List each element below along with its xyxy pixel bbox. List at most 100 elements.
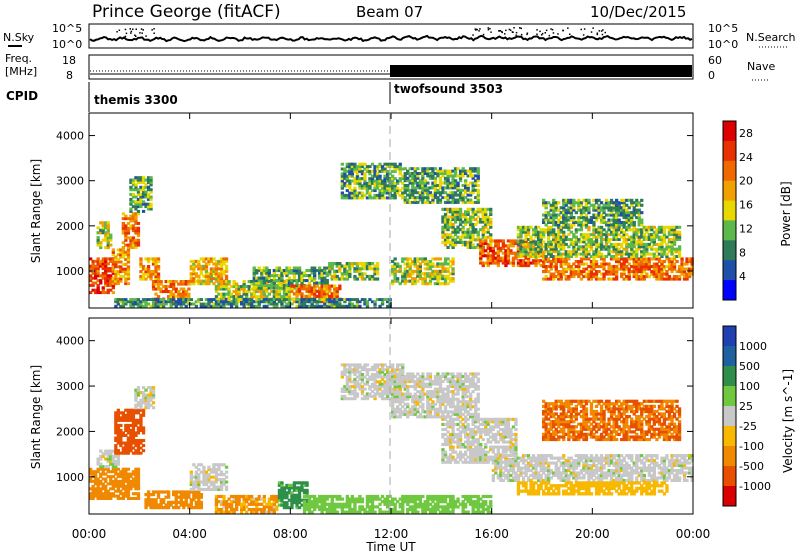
heatmap-cell [443,262,448,266]
heatmap-cell [318,298,322,301]
heatmap-cell [557,233,561,237]
heatmap-cell [197,503,201,507]
heatmap-cell [129,411,133,415]
heatmap-cell [446,274,450,278]
heatmap-cell [413,262,417,266]
heatmap-cell [436,279,440,283]
heatmap-cell [411,174,415,178]
heatmap-cell [116,416,120,420]
heatmap-cell [169,292,173,296]
heatmap-cell [272,290,276,294]
heatmap-cell [106,246,110,250]
heatmap-cell [471,181,475,185]
heatmap-cell [453,220,458,224]
heatmap-cell [373,186,377,190]
heatmap-cell [126,229,131,233]
heatmap-cell [431,184,435,187]
heatmap-cell [109,236,113,240]
heatmap-cell [375,298,380,301]
heatmap-cell [94,271,98,275]
heatmap-cell [229,510,234,514]
heatmap-cell [625,257,629,261]
heatmap-cell [114,272,118,276]
heatmap-cell [257,279,261,283]
search-noise-label: N.Search [746,31,796,44]
heatmap-cell [587,242,591,246]
heatmap-cell [519,250,523,254]
heatmap-cell [121,441,125,445]
heatmap-cell [594,250,599,254]
heatmap-cell [584,272,589,276]
heatmap-cell [156,287,161,291]
heatmap-cell [219,494,224,499]
heatmap-cell [484,239,488,243]
heatmap-cell [579,235,584,239]
heatmap-cell [375,262,380,266]
heatmap-cell [247,497,251,501]
heatmap-cell [237,497,241,501]
heatmap-cell [612,255,616,258]
heatmap-cell [91,281,95,285]
heatmap-cell [156,265,161,269]
heatmap-cell [486,256,490,260]
heatmap-cell [242,280,246,284]
heatmap-cell [416,257,420,261]
heatmap-cell [272,507,276,512]
heatmap-cell [622,235,626,239]
heatmap-cell [609,225,614,229]
heatmap-cell [353,191,357,195]
heatmap-cell [421,193,425,197]
heatmap-cell [529,261,533,265]
heatmap-cell [136,418,141,422]
heatmap-cell [625,267,629,271]
heatmap-cell [116,462,120,466]
heatmap-cell [146,197,151,201]
heatmap-cell [401,257,405,261]
heatmap-cell [199,302,203,306]
heatmap-cell [519,261,523,265]
heatmap-cell [471,210,475,214]
heatmap-cell [542,260,546,264]
heatmap-cell [438,193,443,197]
heatmap-cell [315,281,319,285]
heatmap-cell [267,274,271,278]
heatmap-cell [504,249,508,253]
heatmap-cell [104,279,108,283]
heatmap-cell [524,233,528,237]
heatmap-cell [426,186,430,190]
heatmap-cell [111,454,115,458]
heatmap-cell [685,272,689,276]
heatmap-cell [136,205,141,209]
heatmap-cell [547,257,551,261]
heatmap-cell [403,200,407,204]
heatmap-cell [360,172,365,176]
heatmap-cell [479,207,483,211]
heatmap-cell [378,174,382,178]
heatmap-cell [464,196,468,200]
heatmap-cell [469,223,473,227]
heatmap-cell [569,206,573,210]
heatmap-cell [129,209,133,213]
heatmap-cell [323,281,327,285]
heatmap-cell [479,220,483,224]
heatmap-cell [91,489,95,493]
heatmap-cell [109,259,113,263]
heatmap-cell [151,386,156,390]
heatmap-cell [446,215,450,219]
heatmap-cell [204,274,209,278]
heatmap-cell [272,269,276,273]
heatmap-cell [250,304,254,308]
heatmap-cell [599,220,604,224]
heatmap-cell [421,279,425,283]
heatmap-cell [139,275,143,279]
heatmap-cell [413,196,417,200]
heatmap-cell [307,292,312,296]
heatmap-cell [441,196,445,200]
heatmap-cell [637,242,641,246]
heatmap-cell [597,270,601,274]
heatmap-cell [247,304,251,308]
heatmap-cell [433,264,438,268]
heatmap-cell [96,477,100,481]
heatmap-cell [119,475,123,479]
heatmap-cell [310,276,314,280]
